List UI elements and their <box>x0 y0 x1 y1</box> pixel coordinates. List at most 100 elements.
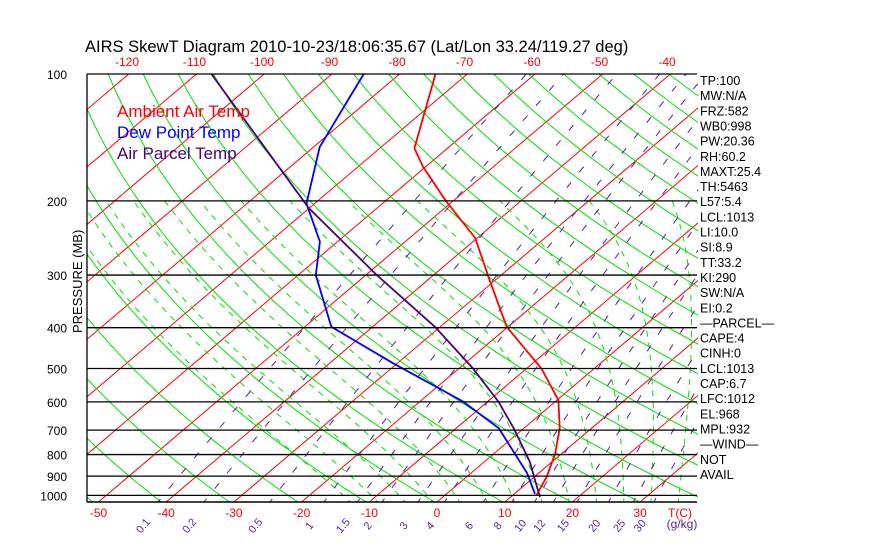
isotherm-line <box>87 74 130 111</box>
sounding-index: MAXT:25.4 <box>700 165 761 179</box>
series-line-dewpoint <box>305 74 536 495</box>
sounding-index: FRZ:582 <box>700 104 749 118</box>
sounding-index: TP:100 <box>700 74 740 88</box>
temp-unit-label: T(C) <box>668 506 692 520</box>
top-temp-tick-label: -90 <box>321 55 339 69</box>
isotherm-line <box>233 107 698 502</box>
series-line-temperature <box>413 74 561 496</box>
moist-adiabat-line <box>240 200 516 502</box>
dry-adiabat-line <box>87 253 368 502</box>
mixing-ratio-tick-label: 3 <box>398 520 411 532</box>
sounding-index: EL:968 <box>700 407 740 421</box>
mixing-ratio-tick-label: 2 <box>362 520 375 532</box>
sounding-index: MPL:932 <box>700 422 750 436</box>
mixing-ratio-line <box>552 273 698 502</box>
sounding-index: TH:5463 <box>700 180 748 194</box>
moist-adiabat-line <box>416 200 598 502</box>
sounding-index: LCL:1013 <box>700 210 754 224</box>
dry-adiabat-line <box>458 74 698 260</box>
pressure-tick-label: 100 <box>47 68 67 82</box>
isotherm-line <box>0 74 61 504</box>
mixing-ratio-tick-label: 1 <box>303 520 316 532</box>
legend-entry: Dew Point Temp <box>117 123 240 142</box>
moist-adiabat-line <box>87 245 352 502</box>
mixing-ratio-tick-label: 15 <box>555 518 572 535</box>
sounding-index: LCL:1013 <box>700 362 754 376</box>
dry-adiabat-line <box>388 74 698 316</box>
sounding-index: RH:60.2 <box>700 150 746 164</box>
dry-adiabat-line <box>212 74 698 466</box>
sounding-index: PW:20.36 <box>700 135 755 149</box>
mixing-ratio-tick-label: 1.5 <box>334 516 353 535</box>
sounding-index: TT:33.2 <box>700 256 742 270</box>
dry-adiabat-line <box>353 74 698 345</box>
moist-adiabat-line <box>199 200 488 502</box>
mixing-ratio-tick-label: 20 <box>586 518 603 535</box>
isotherm-line <box>87 74 197 168</box>
isotherm-line <box>571 394 698 502</box>
isotherm-line <box>87 74 400 341</box>
mixing-ratio-tick-label: 0.5 <box>246 516 265 535</box>
dry-adiabat-line <box>87 437 162 502</box>
mixing-ratio-line <box>533 249 698 502</box>
sounding-index: —WIND— <box>700 438 759 452</box>
dry-adiabat-line <box>247 74 698 435</box>
moist-adiabat-line <box>133 200 434 502</box>
mixing-ratio-tick-label: 0.2 <box>180 516 199 535</box>
mixing-ratio-tick-label: 4 <box>424 520 437 532</box>
mixing-ratio-tick-label: 30 <box>632 518 649 535</box>
mixing-ratio-line <box>203 74 565 502</box>
mixing-ratio-line <box>323 74 660 502</box>
pressure-tick-label: 900 <box>47 470 67 484</box>
y-axis-label: PRESSURE (MB) <box>70 230 85 333</box>
pressure-tick-label: 700 <box>47 424 67 438</box>
sounding-index: KI:290 <box>700 271 736 285</box>
mixing-ratio-tick-label: 8 <box>492 520 505 532</box>
mixing-ratio-line <box>381 82 698 502</box>
mixing-ratio-tick-label: 10 <box>512 518 529 535</box>
pressure-tick-label: 500 <box>47 363 67 377</box>
top-temp-tick-label: -80 <box>388 55 406 69</box>
moist-adiabat-line <box>671 200 693 502</box>
pressure-tick-label: 1000 <box>40 489 67 503</box>
dry-adiabat-line <box>282 74 698 405</box>
sounding-index: CINH:0 <box>700 347 741 361</box>
moist-adiabat-line <box>289 200 543 502</box>
moist-adiabat-line <box>105 200 406 502</box>
dry-adiabat-line <box>739 74 870 504</box>
mixing-ratio-line <box>356 74 687 502</box>
moist-adiabat-line <box>164 200 461 502</box>
mixing-ratio-unit-label: (g/kg) <box>667 517 698 531</box>
top-temp-tick-label: -40 <box>658 55 676 69</box>
isotherm-line <box>87 74 468 398</box>
bottom-temp-tick-label: -10 <box>361 506 379 520</box>
sounding-index: —PARCEL— <box>700 316 775 330</box>
mixing-ratio-line <box>157 74 527 502</box>
mixing-ratio-tick-label: 0.1 <box>134 516 153 535</box>
dry-adiabat-line <box>318 74 698 375</box>
sounding-index: CAP:6.7 <box>700 377 747 391</box>
top-temp-tick-label: -100 <box>250 55 274 69</box>
top-temp-tick-label: -60 <box>523 55 541 69</box>
sounding-index: EI:0.2 <box>700 301 733 315</box>
legend-entry: Ambient Air Temp <box>117 102 250 121</box>
mixing-ratio-tick-label: 6 <box>463 520 476 532</box>
isotherm-line <box>97 74 604 502</box>
bottom-temp-tick-label: 10 <box>498 506 512 520</box>
plot-area <box>0 74 870 504</box>
bottom-temp-tick-label: -40 <box>158 506 176 520</box>
bottom-temp-tick-label: 0 <box>434 506 441 520</box>
mixing-ratio-tick-label: 12 <box>531 518 548 535</box>
pressure-tick-label: 800 <box>47 449 67 463</box>
sounding-index: WB0:998 <box>700 119 751 133</box>
legend-entry: Air Parcel Temp <box>117 144 237 163</box>
bottom-temp-tick-label: 30 <box>633 506 647 520</box>
dry-adiabat-line <box>177 74 698 498</box>
sounding-index: NOT <box>700 453 727 467</box>
dry-adiabat-line <box>774 74 870 504</box>
top-temp-tick-label: -50 <box>591 55 609 69</box>
moist-adiabat-line <box>87 209 379 502</box>
dry-adiabat-line <box>0 74 27 504</box>
